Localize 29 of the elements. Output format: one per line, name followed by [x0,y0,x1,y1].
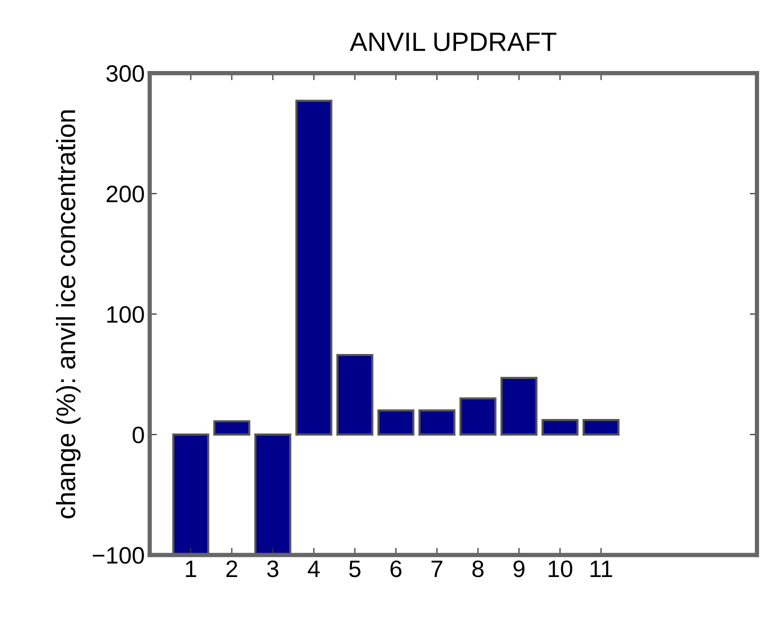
bar [295,100,332,436]
y-tick-label: 300 [106,65,144,82]
x-tick-label: 11 [590,560,612,577]
chart-title: ANVIL UPDRAFT [350,32,556,52]
y-axis-title: change (%): anvil ice concentration [56,110,81,518]
x-tick-label: 8 [472,560,484,578]
bar [459,397,496,436]
bar [418,409,456,436]
bar [500,376,538,436]
bar [213,420,250,436]
bar [172,433,210,555]
bar [336,354,374,436]
bar [254,433,292,555]
y-tick-label: −100 [92,547,144,564]
x-tick-label: 6 [390,560,402,578]
bar [377,409,414,436]
x-tick-label: 4 [308,560,320,577]
y-tick-label: 0 [132,426,144,444]
x-tick-label: 9 [514,560,524,578]
bar [542,419,578,436]
x-tick-label: 10 [548,560,572,578]
bar [582,419,620,436]
x-tick-label: 7 [432,560,442,577]
y-tick-label: 200 [106,186,144,202]
x-tick-label: 2 [226,560,238,577]
y-tick-label: 100 [107,306,144,323]
x-tick-label: 5 [349,560,360,578]
x-tick-label: 3 [267,560,278,578]
x-tick-label: 1 [186,560,196,577]
